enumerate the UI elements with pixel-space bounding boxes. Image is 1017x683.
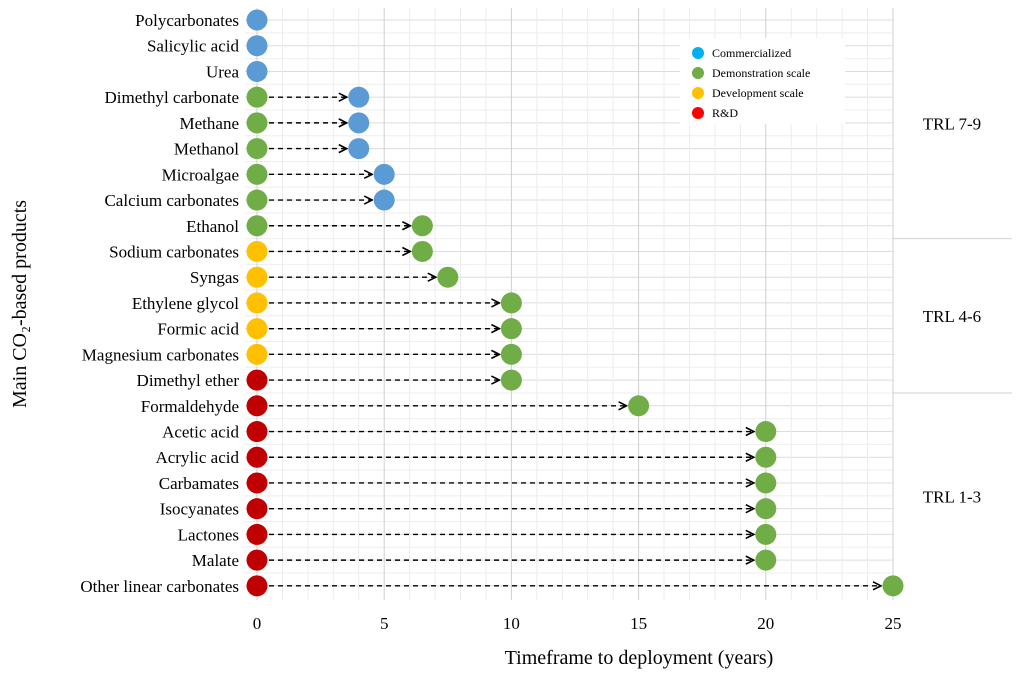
point-current-formic-acid: [246, 318, 268, 340]
point-current-dimethyl-carbonate: [246, 86, 268, 108]
trl-label-trl-4-6: TRL 4-6: [923, 307, 981, 326]
point-target-dimethyl-ether: [500, 369, 522, 391]
x-tick-label-5: 5: [380, 614, 389, 633]
point-target-methanol: [348, 138, 370, 160]
category-label-formic-acid: Formic acid: [157, 320, 239, 339]
category-label-isocyanates: Isocyanates: [160, 500, 239, 519]
point-target-ethylene-glycol: [500, 292, 522, 314]
x-tick-label-0: 0: [253, 614, 262, 633]
category-label-methanol: Methanol: [174, 140, 239, 159]
point-current-polycarbonates: [246, 9, 268, 31]
point-current-formaldehyde: [246, 395, 268, 417]
category-label-lactones: Lactones: [178, 525, 239, 544]
point-target-formic-acid: [500, 318, 522, 340]
point-current-syngas: [246, 266, 268, 288]
category-label-salicylic-acid: Salicylic acid: [147, 37, 240, 56]
category-label-methane: Methane: [180, 114, 239, 133]
category-label-carbamates: Carbamates: [159, 474, 239, 493]
point-target-formaldehyde: [628, 395, 650, 417]
point-current-dimethyl-ether: [246, 369, 268, 391]
legend-swatch-development-scale: [692, 87, 704, 99]
category-label-acrylic-acid: Acrylic acid: [155, 448, 239, 467]
point-target-acrylic-acid: [755, 446, 777, 468]
x-tick-label-15: 15: [630, 614, 647, 633]
category-label-formaldehyde: Formaldehyde: [141, 397, 239, 416]
point-target-methane: [348, 112, 370, 134]
legend-label-commercialized: Commercialized: [712, 46, 791, 60]
point-target-isocyanates: [755, 498, 777, 520]
point-current-calcium-carbonates: [246, 189, 268, 211]
point-current-magnesium-carbonates: [246, 343, 268, 365]
category-label-sodium-carbonates: Sodium carbonates: [109, 242, 239, 261]
x-axis-title: Timeframe to deployment (years): [505, 647, 774, 669]
category-label-urea: Urea: [206, 62, 239, 81]
point-target-syngas: [437, 266, 459, 288]
point-target-ethanol: [411, 215, 433, 237]
point-current-urea: [246, 60, 268, 82]
point-current-sodium-carbonates: [246, 240, 268, 262]
point-target-malate: [755, 549, 777, 571]
legend-label-demonstration-scale: Demonstration scale: [712, 66, 810, 80]
point-target-calcium-carbonates: [373, 189, 395, 211]
x-tick-label-20: 20: [757, 614, 774, 633]
point-current-acetic-acid: [246, 421, 268, 443]
point-current-methane: [246, 112, 268, 134]
point-current-carbamates: [246, 472, 268, 494]
point-current-ethanol: [246, 215, 268, 237]
point-current-malate: [246, 549, 268, 571]
point-target-magnesium-carbonates: [500, 343, 522, 365]
y-axis-title: Main CO₂-based products: [9, 200, 31, 408]
point-current-methanol: [246, 138, 268, 160]
point-target-lactones: [755, 523, 777, 545]
category-label-other-linear-carbonates: Other linear carbonates: [80, 577, 239, 596]
point-target-acetic-acid: [755, 421, 777, 443]
legend-label-development-scale: Development scale: [712, 86, 804, 100]
legend-box: [680, 38, 845, 124]
category-label-syngas: Syngas: [190, 268, 239, 287]
point-current-salicylic-acid: [246, 35, 268, 57]
legend-swatch-demonstration-scale: [692, 67, 704, 79]
point-current-ethylene-glycol: [246, 292, 268, 314]
category-label-magnesium-carbonates: Magnesium carbonates: [82, 345, 239, 364]
point-current-microalgae: [246, 163, 268, 185]
category-label-calcium-carbonates: Calcium carbonates: [104, 191, 239, 210]
point-current-isocyanates: [246, 498, 268, 520]
point-current-lactones: [246, 523, 268, 545]
point-target-carbamates: [755, 472, 777, 494]
trl-label-trl-7-9: TRL 7-9: [923, 114, 981, 133]
legend-label-r-d: R&D: [712, 106, 738, 120]
category-label-ethanol: Ethanol: [186, 217, 239, 236]
category-label-dimethyl-ether: Dimethyl ether: [137, 371, 240, 390]
category-label-malate: Malate: [192, 551, 239, 570]
legend-swatch-commercialized: [692, 47, 704, 59]
trl-label-trl-1-3: TRL 1-3: [923, 487, 981, 506]
point-target-other-linear-carbonates: [882, 575, 904, 597]
category-label-microalgae: Microalgae: [162, 165, 239, 184]
category-label-polycarbonates: Polycarbonates: [135, 11, 239, 30]
x-tick-label-25: 25: [885, 614, 902, 633]
point-current-other-linear-carbonates: [246, 575, 268, 597]
category-label-ethylene-glycol: Ethylene glycol: [132, 294, 239, 313]
x-tick-label-10: 10: [503, 614, 520, 633]
point-target-microalgae: [373, 163, 395, 185]
point-target-dimethyl-carbonate: [348, 86, 370, 108]
category-label-acetic-acid: Acetic acid: [162, 423, 239, 442]
category-label-dimethyl-carbonate: Dimethyl carbonate: [104, 88, 239, 107]
point-target-sodium-carbonates: [411, 240, 433, 262]
point-current-acrylic-acid: [246, 446, 268, 468]
legend-swatch-r-d: [692, 107, 704, 119]
